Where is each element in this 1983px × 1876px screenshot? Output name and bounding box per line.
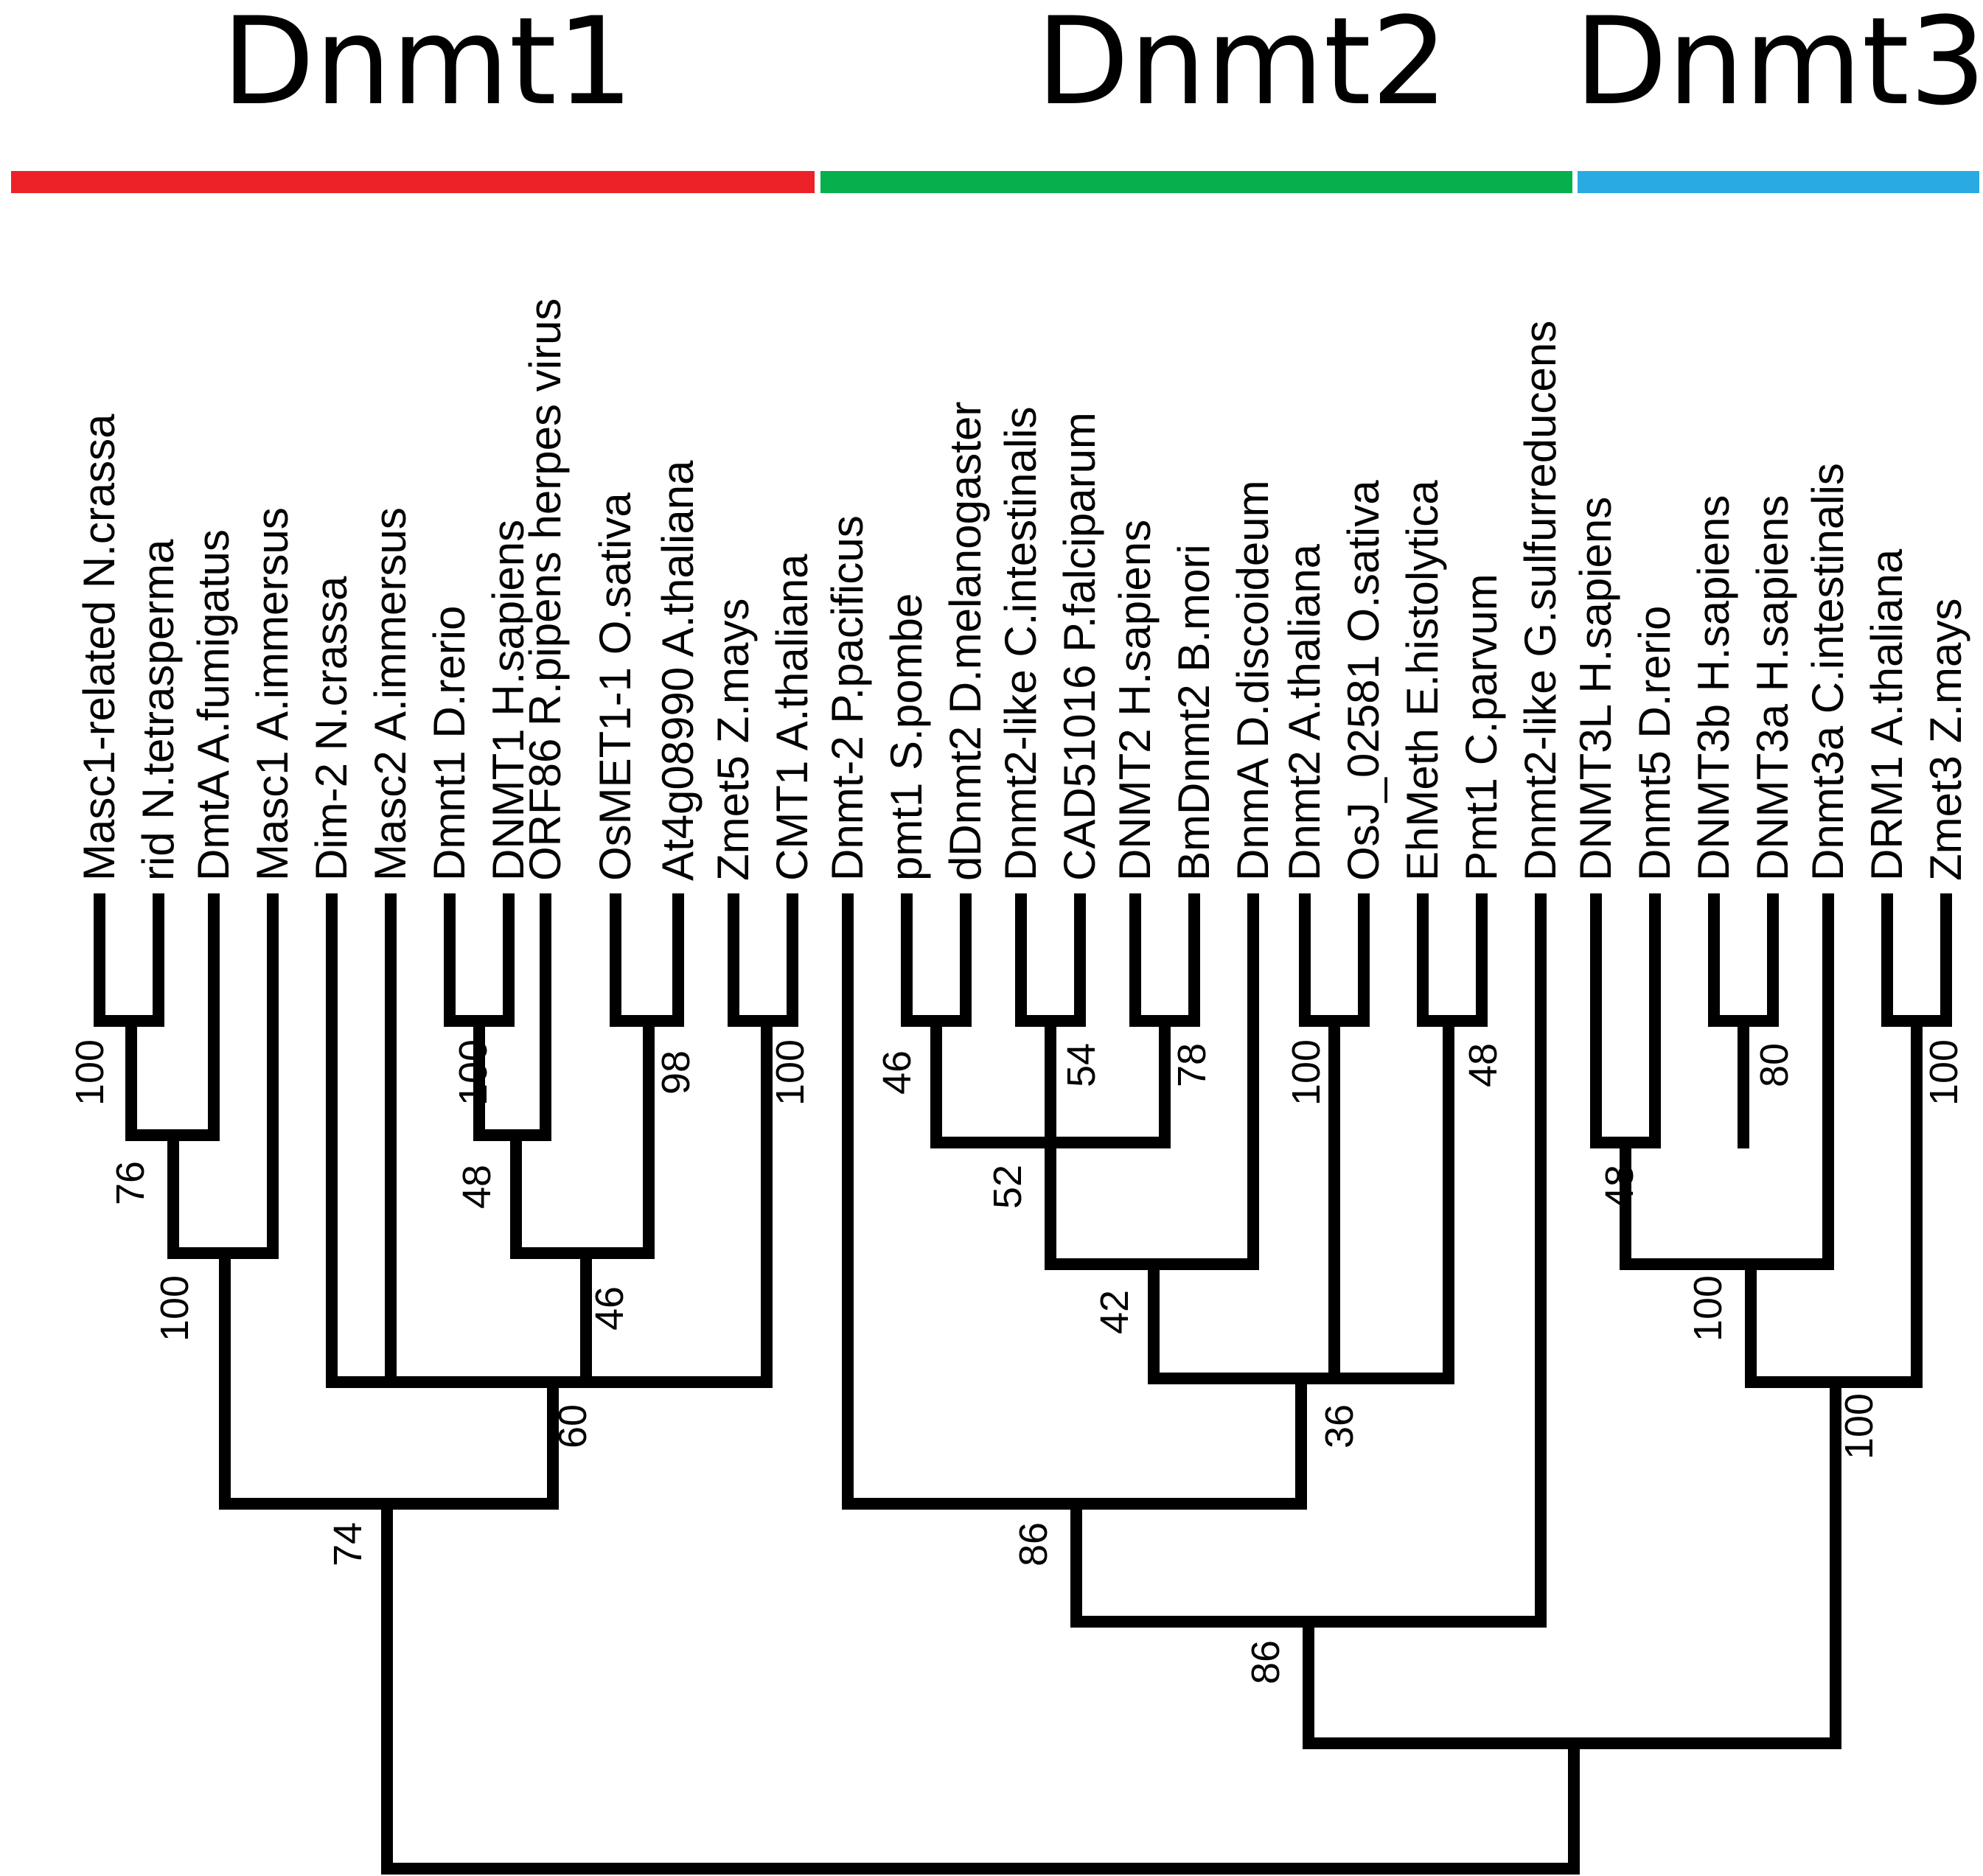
support-value: 76 [108, 1161, 153, 1205]
branch-cintestinalis-pfalciparum [1015, 893, 1086, 1027]
family-title-dnmt1: Dnmt1 [222, 0, 634, 132]
tree-branches [94, 893, 1952, 1875]
leaf-label: DNMT3a H.sapiens [1748, 495, 1797, 881]
leaf-label: DNMT3b H.sapiens [1689, 495, 1738, 881]
leaf-label: Dnmt3a C.intestinalis [1803, 463, 1853, 881]
branch-dnmt3l [1590, 893, 1661, 1148]
leaf-label: DNMT1 H.sapiens [484, 520, 533, 881]
support-value: 52 [986, 1165, 1030, 1209]
leaf-label: pmt1 S.pombe [882, 593, 931, 881]
leaf-label: CMT1 A.thaliana [767, 554, 817, 881]
support-value: 54 [1059, 1043, 1104, 1087]
leaf-label: DRM1 A.thaliana [1862, 548, 1911, 881]
branch-dnmt2-bmori [1129, 893, 1200, 1027]
branch-drm [1881, 893, 1952, 1027]
leaf-label: Dnmt2-like C.intestinalis [996, 406, 1045, 881]
support-value: 80 [1752, 1043, 1796, 1087]
support-value: 48 [1461, 1043, 1505, 1087]
family-bar-dnmt3 [1578, 171, 1979, 193]
branch-dnmt1-drerio [444, 893, 515, 1027]
leaf-labels: Masc1-related N.crassa rid N.tetrasperma D… [74, 299, 1970, 881]
support-value: 98 [654, 1050, 698, 1095]
leaf-label: DNMT3L H.sapiens [1571, 497, 1620, 881]
leaf-label: EhMeth E.histolytica [1398, 480, 1447, 881]
branch-cmt [728, 893, 798, 1027]
support-value: 78 [1170, 1043, 1214, 1087]
leaf-label: Dmnt1 D.rerio [425, 606, 474, 881]
support-value: 60 [551, 1404, 595, 1448]
leaf-label: Masc2 A.immersus [366, 507, 415, 881]
leaf-label: Dnmt-2 P.pacificus [823, 515, 872, 881]
family-bar-dnmt2 [820, 171, 1572, 193]
support-value: 100 [1284, 1039, 1328, 1106]
support-value: 46 [588, 1286, 632, 1331]
support-labels: 100 76 100 100 48 98 46 100 60 74 46 54 78 52 42 100 48 3… [68, 1039, 1966, 1684]
support-value: 100 [1922, 1039, 1966, 1106]
branch-root [381, 1498, 1580, 1875]
leaf-label: Dnmt5 D.rerio [1630, 606, 1679, 881]
support-value: 36 [1317, 1404, 1362, 1448]
leaf-label: dDnmt2 D.melanogaster [941, 402, 990, 881]
support-value: 86 [1011, 1522, 1056, 1566]
leaf-label: ORF86 R.pipens herpes virus [520, 299, 570, 881]
support-value: 42 [1092, 1290, 1137, 1334]
support-value: 46 [875, 1050, 919, 1095]
branch-masc1-rid [94, 893, 164, 1027]
leaf-label: Zmet5 Z.mays [708, 599, 758, 881]
branch-plant-dnmt2 [1299, 893, 1370, 1027]
support-value: 100 [768, 1039, 812, 1106]
leaf-label: BmDnmt2 B.mori [1169, 544, 1219, 881]
branch-dnmt3a-b [1708, 893, 1779, 1027]
family-bar-dnmt1 [11, 171, 815, 193]
leaf-label: At4g08990 A.thaliana [653, 460, 703, 881]
leaf-label: DnmA D.discoideum [1228, 480, 1278, 881]
leaf-label: Pmt1 C.parvum [1457, 573, 1506, 881]
branch-protist-dnmt2 [1417, 893, 1488, 1027]
leaf-label: CAD51016 P.falciparum [1055, 412, 1104, 881]
leaf-label: rid N.tetrasperma [133, 539, 183, 881]
leaf-label: Zmet3 Z.mays [1921, 599, 1970, 881]
support-value: 100 [451, 1039, 495, 1106]
support-value: 48 [455, 1165, 499, 1209]
leaf-label: DmtA A.fumigatus [189, 529, 238, 881]
leaf-label: OsJ_02581 O.sativa [1339, 480, 1388, 881]
branch-pmt1-spombe [901, 893, 972, 1027]
leaf-label: Masc1-related N.crassa [74, 414, 124, 881]
support-value: 74 [326, 1522, 370, 1566]
branch-dnmt2-dnmt3 [1303, 1376, 1841, 1749]
branch-osmet1 [610, 893, 684, 1027]
family-title-dnmt3: Dnmt3 [1575, 0, 1983, 132]
branch-masc1-immersus [167, 893, 279, 1259]
family-title-dnmt2: Dnmt2 [1036, 0, 1449, 132]
leaf-label: Masc1 A.immersus [248, 507, 297, 881]
support-value: 100 [1837, 1393, 1881, 1460]
support-value: 100 [68, 1039, 112, 1106]
support-value: 86 [1244, 1640, 1288, 1684]
branch-vertebrate-dnmt3 [1620, 893, 1834, 1270]
leaf-label: Dim-2 N.crassa [307, 576, 356, 881]
leaf-label: OsMET1-1 O.sativa [590, 492, 640, 881]
support-value: 100 [1686, 1275, 1730, 1342]
leaf-label: Dnmt2-like G.sulfurreducens [1516, 321, 1565, 881]
support-value: 48 [1597, 1165, 1642, 1209]
leaf-label: DNMT2 H.sapiens [1110, 520, 1160, 881]
support-value: 100 [153, 1275, 197, 1342]
leaf-label: Dnmt2 A.thaliana [1280, 543, 1329, 881]
